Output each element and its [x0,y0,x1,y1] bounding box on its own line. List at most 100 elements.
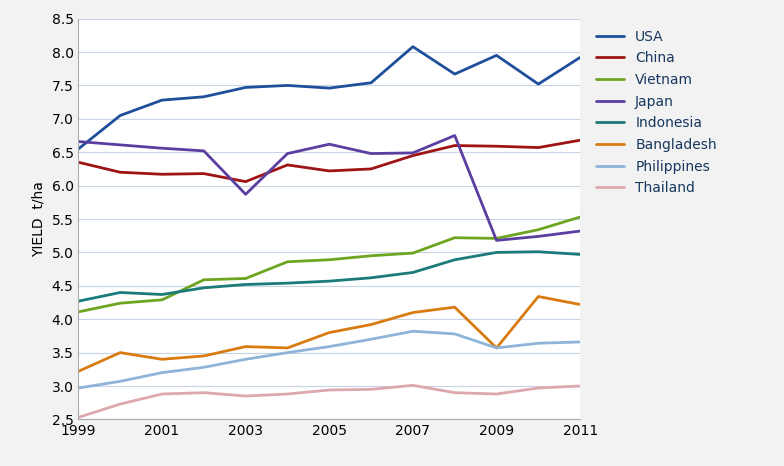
USA [283,82,292,88]
Thailand [241,393,250,399]
Thailand [283,391,292,397]
Japan [241,192,250,197]
Japan [115,142,125,148]
Vietnam [325,257,334,262]
Japan [74,139,83,144]
Bangladesh [74,369,83,374]
Japan [366,151,376,157]
Vietnam [241,276,250,281]
Line: Philippines: Philippines [78,331,580,388]
USA [575,55,585,60]
Legend: USA, China, Vietnam, Japan, Indonesia, Bangladesh, Philippines, Thailand: USA, China, Vietnam, Japan, Indonesia, B… [592,26,721,199]
Indonesia [199,285,209,291]
Bangladesh [283,345,292,351]
Thailand [408,383,418,388]
China [575,137,585,143]
Indonesia [575,252,585,257]
Line: Japan: Japan [78,136,580,240]
Bangladesh [408,310,418,315]
USA [408,44,418,49]
USA [450,71,459,77]
Thailand [199,390,209,396]
Philippines [115,378,125,384]
Indonesia [534,249,543,254]
Indonesia [408,270,418,275]
Japan [492,238,501,243]
USA [158,97,167,103]
Bangladesh [325,330,334,336]
Japan [450,133,459,138]
Vietnam [492,236,501,241]
Line: USA: USA [78,47,580,149]
China [199,171,209,177]
Vietnam [408,250,418,256]
Y-axis label: YIELD  t/ha: YIELD t/ha [32,181,46,257]
Vietnam [575,214,585,220]
Philippines [450,331,459,337]
Japan [408,150,418,156]
Vietnam [199,277,209,282]
Japan [283,151,292,157]
Thailand [366,387,376,392]
Thailand [158,391,167,397]
Vietnam [450,235,459,240]
USA [366,80,376,86]
Bangladesh [450,304,459,310]
Line: Bangladesh: Bangladesh [78,296,580,371]
Bangladesh [366,322,376,327]
Bangladesh [199,353,209,359]
China [534,145,543,151]
China [158,171,167,177]
China [241,179,250,185]
USA [325,85,334,91]
Line: Thailand: Thailand [78,385,580,418]
USA [74,146,83,152]
Bangladesh [115,350,125,356]
China [492,144,501,149]
Line: Vietnam: Vietnam [78,217,580,312]
Indonesia [158,292,167,297]
Indonesia [492,250,501,255]
Thailand [492,391,501,397]
USA [241,85,250,90]
USA [199,94,209,100]
Japan [534,233,543,239]
Indonesia [283,281,292,286]
Bangladesh [241,344,250,350]
Philippines [575,339,585,345]
Philippines [325,344,334,350]
Thailand [74,415,83,420]
Thailand [534,385,543,391]
Philippines [283,350,292,356]
China [115,170,125,175]
Vietnam [74,309,83,315]
Vietnam [366,253,376,259]
Vietnam [283,259,292,265]
China [325,168,334,174]
Indonesia [450,257,459,262]
Japan [158,145,167,151]
Philippines [199,364,209,370]
Thailand [575,383,585,389]
Vietnam [115,301,125,306]
Thailand [325,387,334,393]
China [450,143,459,148]
China [408,153,418,158]
Line: China: China [78,140,580,182]
Thailand [115,401,125,407]
Philippines [241,356,250,362]
Japan [575,228,585,234]
Philippines [158,370,167,376]
Bangladesh [158,356,167,362]
Philippines [408,329,418,334]
Indonesia [74,298,83,304]
Vietnam [534,227,543,233]
Indonesia [241,281,250,287]
Indonesia [325,278,334,284]
Vietnam [158,297,167,302]
Philippines [492,345,501,351]
China [74,159,83,165]
USA [534,81,543,87]
USA [115,113,125,118]
Philippines [534,341,543,346]
